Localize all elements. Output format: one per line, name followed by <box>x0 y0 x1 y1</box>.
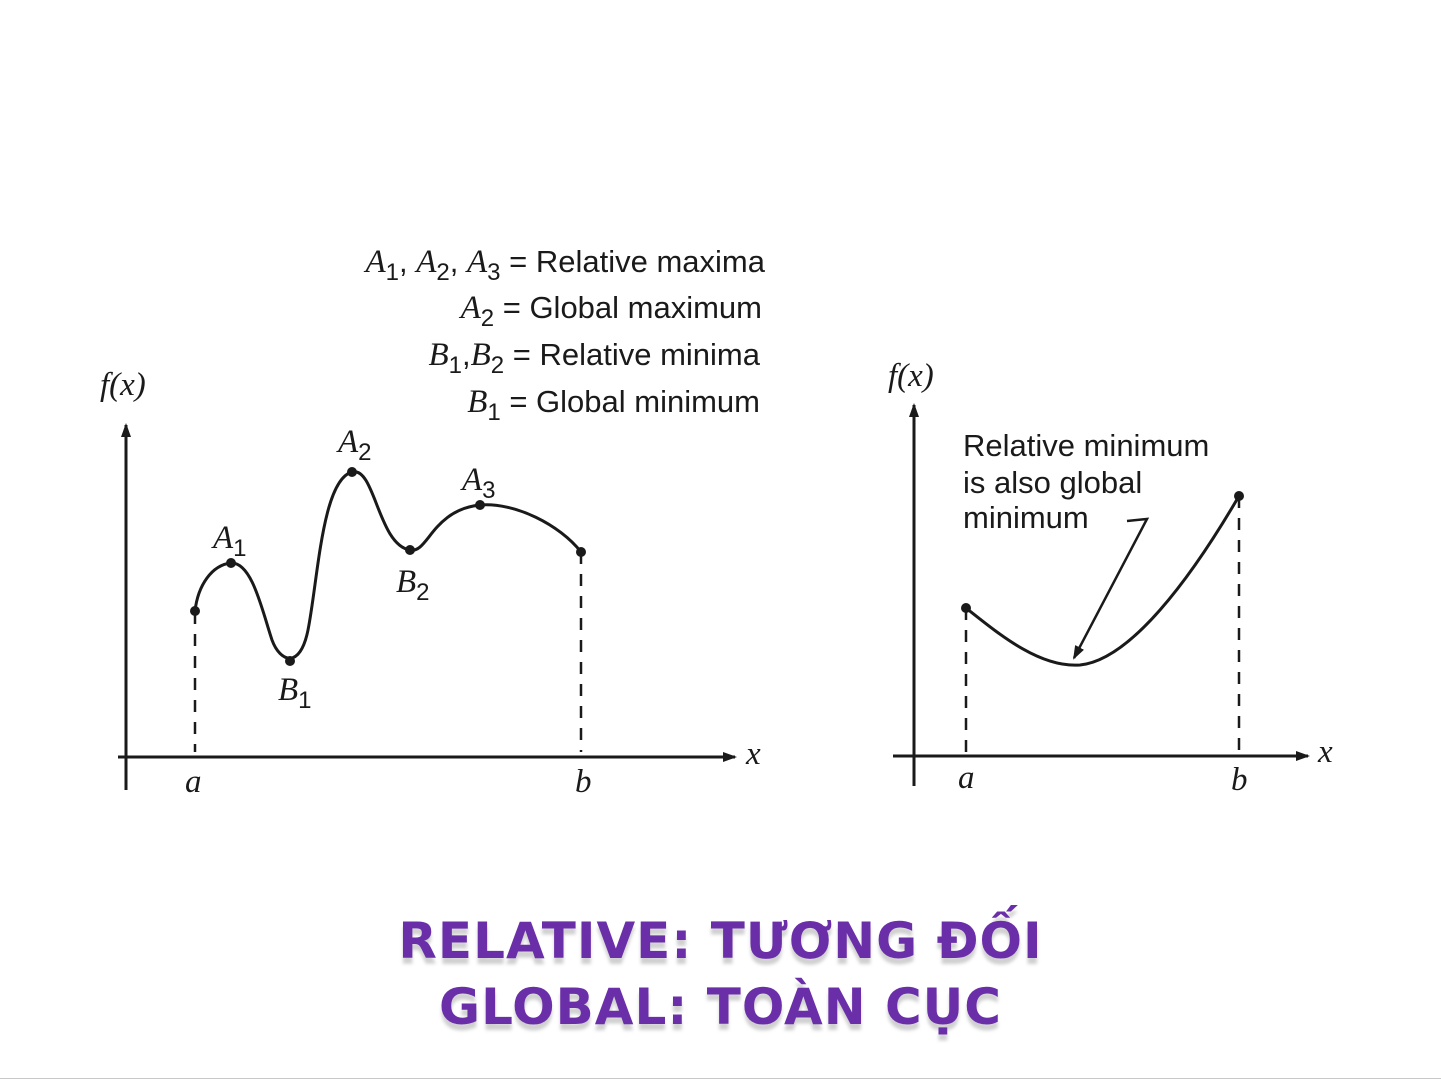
legend-line-3: B1,B2 = Relative minima <box>428 337 760 379</box>
label-A2: A2 <box>336 424 372 466</box>
right-tick-b: b <box>1231 762 1248 798</box>
right-graph: f(x) x a b Relative minimum is also glob… <box>888 358 1333 798</box>
left-tick-b: b <box>575 764 592 800</box>
left-curve <box>193 470 583 660</box>
point-A2 <box>347 467 357 477</box>
label-B1: B1 <box>278 672 312 714</box>
annotation-line-2: is also global <box>963 465 1142 500</box>
left-graph: A1, A2, A3 = Relative maxima A2 = Global… <box>100 244 766 800</box>
left-tick-a: a <box>185 764 202 800</box>
left-y-axis-label: f(x) <box>100 367 146 403</box>
left-point-end <box>576 547 586 557</box>
left-x-axis-label: x <box>745 736 761 772</box>
label-A3: A3 <box>460 462 496 504</box>
caption-relative: RELATIVE: TƯƠNG ĐỐI <box>398 912 1043 970</box>
right-point-start <box>961 603 971 613</box>
annotation-arrow <box>1072 517 1150 660</box>
left-point-start <box>190 606 200 616</box>
point-B2 <box>405 545 415 555</box>
annotation-line-1: Relative minimum <box>963 428 1209 463</box>
point-B1 <box>285 656 295 666</box>
label-A1: A1 <box>211 520 247 562</box>
right-tick-a: a <box>958 760 975 796</box>
caption-global: GLOBAL: TOÀN CỤC <box>439 978 1002 1036</box>
right-x-axis-label: x <box>1317 734 1333 770</box>
right-curve <box>965 495 1241 667</box>
bottom-divider <box>0 1078 1441 1079</box>
legend-line-1: A1, A2, A3 = Relative maxima <box>363 244 765 286</box>
point-A3 <box>475 500 485 510</box>
annotation-line-3: minimum <box>963 500 1089 535</box>
point-A1 <box>226 558 236 568</box>
legend-line-2: A2 = Global maximum <box>459 290 762 332</box>
legend-line-4: B1 = Global minimum <box>467 384 760 426</box>
label-B2: B2 <box>396 564 430 606</box>
right-y-axis-label: f(x) <box>888 358 934 394</box>
left-legend: A1, A2, A3 = Relative maxima A2 = Global… <box>363 244 765 426</box>
right-point-end <box>1234 491 1244 501</box>
